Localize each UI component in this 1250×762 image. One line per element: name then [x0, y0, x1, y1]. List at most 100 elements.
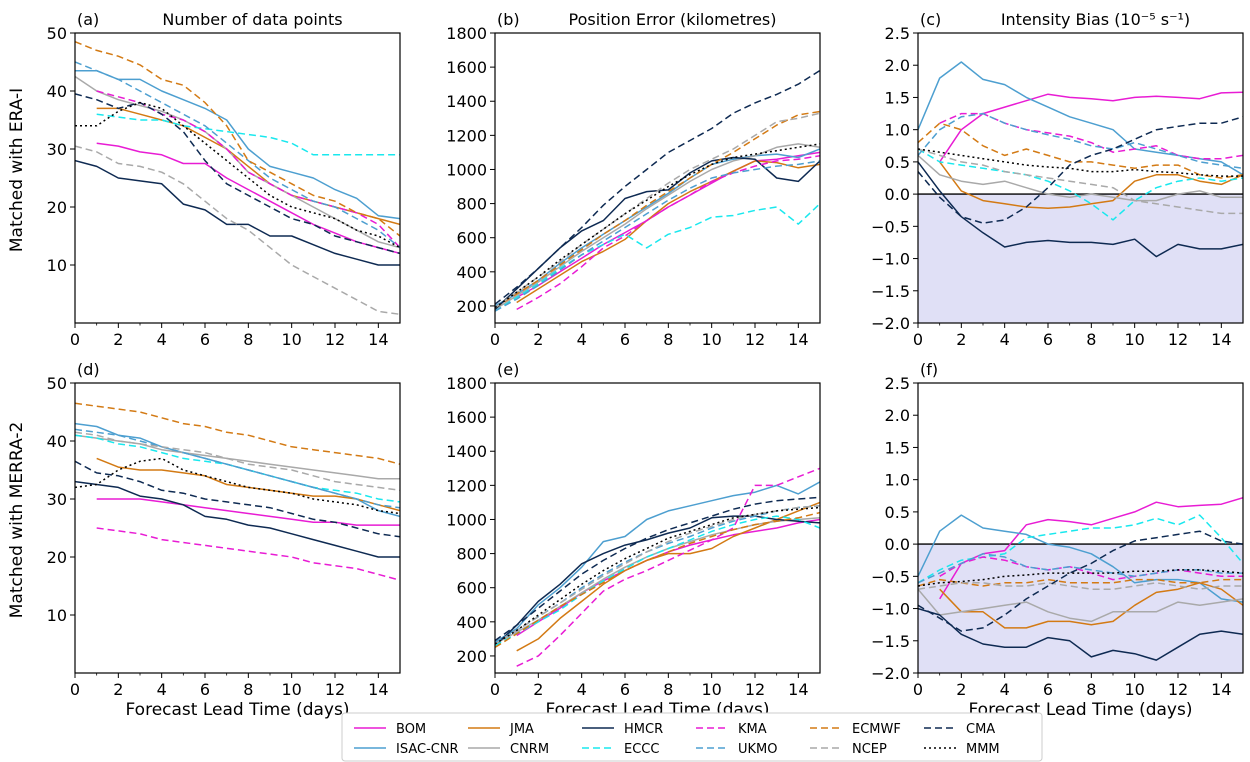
series-ncep-d	[75, 431, 400, 492]
row-label-merra: Matched with MERRA-2	[7, 422, 27, 619]
y-tick-label-f: −1.5	[871, 632, 910, 651]
series-cma-a	[75, 93, 400, 255]
x-tick-label-e: 2	[533, 680, 543, 699]
series-cma-e	[495, 496, 820, 642]
y-tick-label-f: −1.0	[871, 600, 910, 619]
series-eccc-c	[918, 148, 1243, 221]
negative-region-c	[918, 194, 1243, 323]
series-eccc-e	[495, 515, 820, 647]
x-tick-label-e: 12	[745, 680, 765, 699]
y-tick-label-e: 1200	[446, 476, 487, 495]
panel-letter-a: (a)	[77, 10, 99, 29]
x-tick-label-e: 14	[788, 680, 808, 699]
series-cnrm-b	[495, 143, 820, 311]
y-tick-label-a: 50	[47, 24, 67, 43]
y-tick-label-e: 1400	[446, 442, 487, 461]
y-tick-label-b: 1800	[446, 24, 487, 43]
series-jma-f	[939, 582, 1243, 629]
series-mmm-e	[495, 506, 820, 645]
x-tick-label-a: 12	[325, 330, 345, 349]
series-isac-cnr-d	[75, 422, 400, 518]
x-tick-label-d: 12	[325, 680, 345, 699]
series-ecmwf-f	[918, 578, 1243, 587]
series-bom-f	[939, 496, 1243, 600]
series-ecmwf-c	[918, 122, 1243, 179]
x-tick-label-e: 8	[663, 680, 673, 699]
series-isac-cnr-f	[918, 514, 1243, 603]
x-tick-label-c: 10	[1124, 330, 1144, 349]
series-cma-c	[918, 116, 1243, 224]
axes-frame-a	[74, 32, 401, 324]
series-kma-b	[516, 155, 820, 311]
y-tick-label-a: 20	[47, 198, 67, 217]
series-mmm-a	[75, 101, 400, 249]
y-tick-label-b: 400	[456, 263, 487, 282]
x-tick-label-a: 8	[243, 330, 253, 349]
series-ecmwf-b	[495, 110, 820, 309]
y-tick-label-f: 1.5	[885, 438, 910, 457]
y-tick-label-f: 0.0	[885, 535, 910, 554]
legend-label-hmcr: HMCR	[624, 722, 663, 737]
y-tick-label-e: 1000	[446, 510, 487, 529]
series-ukmo-c	[918, 112, 1243, 170]
series-ncep-e	[495, 505, 820, 645]
y-tick-label-a: 10	[47, 256, 67, 275]
y-tick-label-d: 10	[47, 606, 67, 625]
panel-title-b: Position Error (kilometres)	[568, 10, 776, 29]
series-hmcr-e	[495, 515, 820, 647]
y-tick-label-f: 0.5	[885, 503, 910, 522]
axes-frame-f	[917, 382, 1244, 674]
series-cnrm-f	[918, 588, 1243, 623]
series-hmcr-d	[75, 480, 400, 558]
x-tick-label-b: 4	[577, 330, 587, 349]
x-tick-label-a: 0	[70, 330, 80, 349]
series-cma-b	[495, 69, 820, 305]
x-tick-label-b: 10	[701, 330, 721, 349]
y-tick-label-c: 0.0	[885, 185, 910, 204]
y-tick-label-c: 2.5	[885, 24, 910, 43]
x-tick-label-d: 2	[113, 680, 123, 699]
panel-a: 0 2 4 6 8 10 12 14 10 20 30 40 50 (a) Number of data p…	[47, 10, 401, 349]
x-tick-label-a: 14	[368, 330, 388, 349]
x-tick-label-b: 8	[663, 330, 673, 349]
y-tick-label-c: 1.5	[885, 88, 910, 107]
legend-label-cma: CMA	[966, 722, 995, 737]
series-ukmo-b	[495, 160, 820, 312]
legend-label-bom: BOM	[396, 722, 426, 737]
series-hmcr-b	[495, 156, 820, 310]
x-tick-label-d: 0	[70, 680, 80, 699]
series-isac-cnr-c	[918, 61, 1243, 176]
y-tick-label-b: 1200	[446, 126, 487, 145]
legend-label-ncep: NCEP	[852, 742, 887, 757]
series-mmm-b	[495, 143, 820, 309]
panel-b: 0 2 4 6 8 10 12 14 200 400 600 800 1000 1200 1400 1600 1…	[446, 10, 821, 349]
y-tick-label-b: 1400	[446, 92, 487, 111]
x-tick-label-d: 8	[243, 680, 253, 699]
y-tick-label-e: 400	[456, 613, 487, 632]
series-ncep-a	[75, 145, 400, 316]
y-tick-label-c: 0.5	[885, 153, 910, 172]
y-tick-label-b: 600	[456, 229, 487, 248]
legend-label-eccc: ECCC	[624, 742, 659, 757]
y-tick-label-e: 800	[456, 545, 487, 564]
y-tick-label-c: −2.0	[871, 314, 910, 333]
panel-f: 0 2 4 6 8 10 12 14 −2.0 −1.5 −1.0 −0.5 0.0 0.5 1.0 1.5 2…	[871, 360, 1244, 720]
series-cnrm-c	[918, 154, 1243, 202]
x-tick-label-a: 4	[157, 330, 167, 349]
y-tick-label-b: 1600	[446, 58, 487, 77]
series-ncep-c	[918, 148, 1243, 215]
y-tick-label-f: 2.0	[885, 406, 910, 425]
legend-label-cnrm: CNRM	[510, 742, 549, 757]
series-isac-cnr-b	[495, 148, 820, 307]
x-tick-label-e: 0	[490, 680, 500, 699]
x-tick-label-f: 8	[1086, 680, 1096, 699]
panel-letter-e: (e)	[497, 360, 519, 379]
series-eccc-a	[96, 113, 400, 156]
y-tick-label-f: 2.5	[885, 374, 910, 393]
y-tick-label-d: 20	[47, 548, 67, 567]
legend-label-kma: KMA	[738, 722, 767, 737]
series-jma-d	[96, 457, 400, 512]
legend-label-jma: JMA	[509, 722, 534, 737]
x-tick-label-f: 14	[1211, 680, 1231, 699]
x-tick-label-f: 12	[1168, 680, 1188, 699]
